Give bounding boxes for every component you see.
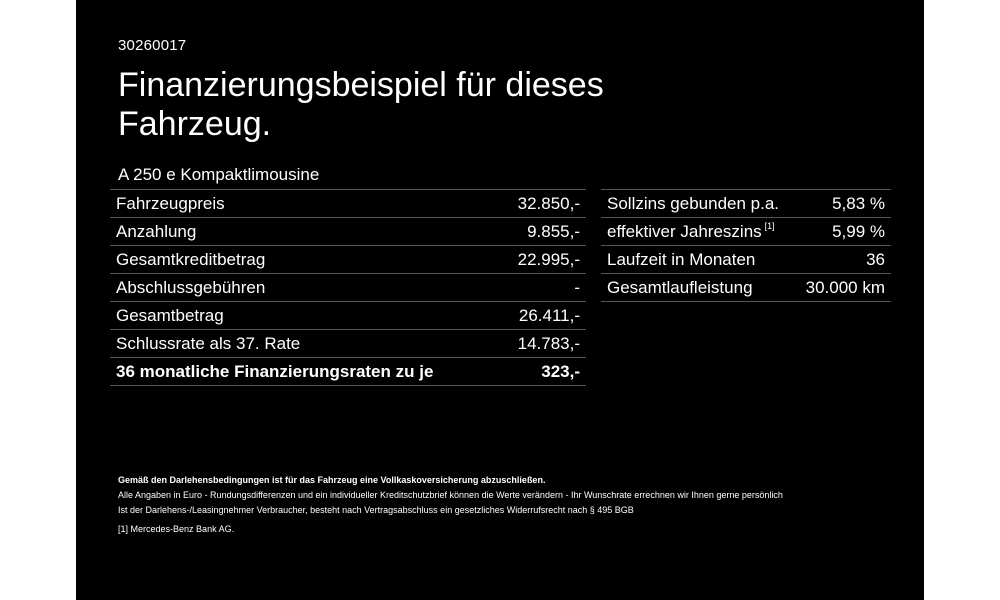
insurance-note: Gemäß den Darlehensbedingungen ist für d… <box>118 475 546 485</box>
row-label: Sollzins gebunden p.a. <box>607 193 780 213</box>
table-row: Fahrzeugpreis 32.850,- <box>110 190 586 218</box>
reference-number: 30260017 <box>118 37 187 54</box>
row-value: - <box>574 277 580 297</box>
monthly-rate-row: 36 monatliche Finanzierungsraten zu je 3… <box>110 358 586 386</box>
table-row: Abschlussgebühren - <box>110 274 586 302</box>
row-label: Fahrzeugpreis <box>116 193 225 213</box>
table-row: Schlussrate als 37. Rate 14.783,- <box>110 330 586 358</box>
row-label: effektiver Jahreszins <box>607 221 762 241</box>
row-value: 9.855,- <box>527 221 580 241</box>
interest-table: Sollzins gebunden p.a. 5,83 % effektiver… <box>601 189 891 302</box>
row-value: 30.000 km <box>805 277 885 297</box>
footnote-marker: [1] <box>764 220 775 231</box>
row-value: 32.850,- <box>517 193 580 213</box>
row-label: Laufzeit in Monaten <box>607 249 756 269</box>
withdrawal-right-line: Ist der Darlehens-/Leasingnehmer Verbrau… <box>118 505 634 515</box>
table-row: Gesamtlaufleistung 30.000 km <box>601 274 891 302</box>
finance-panel: 30260017 Finanzierungsbeispiel für diese… <box>76 0 924 600</box>
row-label: Schlussrate als 37. Rate <box>116 333 301 353</box>
vehicle-model: A 250 e Kompaktlimousine <box>118 165 320 184</box>
row-label: Gesamtlaufleistung <box>607 277 753 297</box>
row-value: 14.783,- <box>517 333 580 353</box>
row-value: 5,83 % <box>832 193 885 213</box>
row-value: 36 <box>866 249 885 269</box>
row-label: Gesamtkreditbetrag <box>116 249 266 269</box>
row-value: 22.995,- <box>517 249 580 269</box>
row-label: Abschlussgebühren <box>116 277 266 297</box>
table-row: Anzahlung 9.855,- <box>110 218 586 246</box>
row-label: 36 monatliche Finanzierungsraten zu je <box>116 361 434 381</box>
financing-table: Fahrzeugpreis 32.850,- Anzahlung 9.855,-… <box>110 189 586 386</box>
row-value: 323,- <box>541 361 580 381</box>
footnote-text: Mercedes-Benz Bank AG. <box>130 524 235 534</box>
row-value: 5,99 % <box>832 221 885 241</box>
row-value: 26.411,- <box>518 305 580 325</box>
row-label: Anzahlung <box>116 221 197 241</box>
table-row: Gesamtbetrag 26.411,- <box>110 302 586 330</box>
disclaimer-line: Alle Angaben in Euro - Rundungsdifferenz… <box>118 490 783 500</box>
page-title: Finanzierungsbeispiel für dieses Fahrzeu… <box>118 66 604 143</box>
table-row: Sollzins gebunden p.a. 5,83 % <box>601 190 891 218</box>
table-row: effektiver Jahreszins [1] 5,99 % <box>601 218 891 246</box>
table-row: Laufzeit in Monaten 36 <box>601 246 891 274</box>
table-row: Gesamtkreditbetrag 22.995,- <box>110 246 586 274</box>
row-label-wrap: effektiver Jahreszins [1] <box>607 220 775 242</box>
footnote-marker: [1] <box>118 524 129 534</box>
row-label: Gesamtbetrag <box>116 305 224 325</box>
footnote: [1] Mercedes-Benz Bank AG. <box>118 524 234 534</box>
legal-notes: Gemäß den Darlehensbedingungen ist für d… <box>118 473 898 518</box>
